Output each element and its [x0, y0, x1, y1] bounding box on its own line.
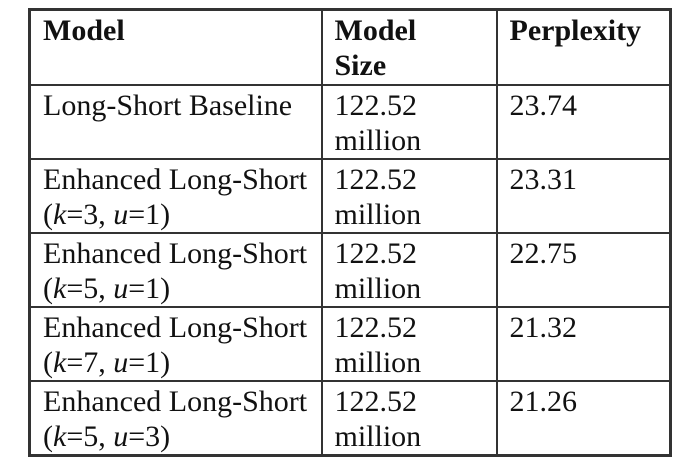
param-text: =7, [66, 345, 114, 379]
model-cell: Enhanced Long-Short (k=5, u=3) [28, 379, 323, 456]
model-cell: Enhanced Long-Short (k=3, u=1) [28, 157, 323, 234]
size-line: million [334, 271, 422, 305]
perplexity-cell: 23.74 [495, 83, 672, 160]
table-row: Enhanced Long-Short (k=5, u=1) 122.52 milli… [28, 231, 672, 308]
table-row: Enhanced Long-Short (k=3, u=1) 122.52 milli… [28, 157, 672, 234]
model-size-cell: 122.52 million [320, 379, 498, 456]
perplexity-value: 23.74 [509, 88, 578, 122]
perplexity-cell: 21.26 [495, 379, 672, 456]
table-header: Model Model Size Perplexity [28, 8, 672, 86]
param-variable: k [53, 419, 67, 453]
model-size-cell: 122.52 million [320, 231, 498, 308]
header-label-line: Model [43, 14, 125, 47]
perplexity-cell: 22.75 [495, 231, 672, 308]
param-variable: u [113, 345, 129, 379]
header-label-line: Size [334, 49, 387, 82]
param-text: =5, [66, 419, 114, 453]
model-cell: Long-Short Baseline [28, 83, 323, 160]
size-line: million [334, 123, 422, 157]
param-text: =3) [128, 419, 171, 453]
results-table: Model Model Size Perplexity Long-Short B… [28, 8, 672, 457]
param-variable: u [113, 197, 129, 231]
param-text: ( [43, 271, 53, 305]
perplexity-value: 22.75 [509, 236, 578, 270]
param-text: ( [43, 197, 53, 231]
size-line: 122.52 [334, 162, 418, 196]
model-name: Enhanced Long-Short [43, 236, 308, 270]
param-text: =1) [128, 271, 171, 305]
param-text: ( [43, 419, 53, 453]
model-cell: Enhanced Long-Short (k=7, u=1) [28, 305, 323, 382]
param-variable: u [113, 271, 129, 305]
table-body: Long-Short Baseline 122.52 million 23.74 Enh… [28, 83, 672, 456]
model-name: Enhanced Long-Short [43, 384, 308, 418]
table-row: Long-Short Baseline 122.52 million 23.74 [28, 83, 672, 160]
param-text: =1) [128, 197, 171, 231]
table-row: Enhanced Long-Short (k=7, u=1) 122.52 milli… [28, 305, 672, 382]
model-cell: Enhanced Long-Short (k=5, u=1) [28, 231, 323, 308]
results-table-container: Model Model Size Perplexity Long-Short B… [28, 8, 672, 457]
header-label-line: Perplexity [509, 14, 642, 47]
param-variable: k [53, 345, 67, 379]
param-variable: k [53, 271, 67, 305]
param-text: =1) [128, 345, 171, 379]
size-line: 122.52 [334, 310, 418, 344]
model-size-cell: 122.52 million [320, 305, 498, 382]
perplexity-value: 21.26 [509, 384, 578, 418]
table-row: Enhanced Long-Short (k=5, u=3) 122.52 milli… [28, 379, 672, 456]
header-label-line: Model [334, 14, 417, 47]
model-size-cell: 122.52 million [320, 83, 498, 160]
size-line: 122.52 [334, 384, 418, 418]
param-text: =5, [66, 271, 114, 305]
model-params: (k=5, u=3) [43, 419, 315, 454]
size-line: million [334, 419, 422, 453]
header-row: Model Model Size Perplexity [28, 8, 672, 86]
column-header-perplexity: Perplexity [495, 8, 672, 86]
model-params: (k=3, u=1) [43, 197, 315, 231]
param-variable: k [53, 197, 67, 231]
model-name: Enhanced Long-Short [43, 310, 308, 344]
model-params: (k=5, u=1) [43, 271, 315, 305]
perplexity-cell: 21.32 [495, 305, 672, 382]
size-line: 122.52 [334, 88, 418, 122]
perplexity-cell: 23.31 [495, 157, 672, 234]
column-header-model: Model [28, 8, 323, 86]
model-size-cell: 122.52 million [320, 157, 498, 234]
column-header-model-size: Model Size [320, 8, 498, 86]
model-params: (k=7, u=1) [43, 345, 315, 379]
perplexity-value: 21.32 [509, 310, 578, 344]
size-line: 122.52 [334, 236, 418, 270]
perplexity-value: 23.31 [509, 162, 578, 196]
model-name: Long-Short Baseline [43, 88, 293, 122]
model-name: Enhanced Long-Short [43, 162, 308, 196]
param-text: =3, [66, 197, 114, 231]
param-text: ( [43, 345, 53, 379]
size-line: million [334, 345, 422, 379]
size-line: million [334, 197, 422, 231]
param-variable: u [113, 419, 129, 453]
